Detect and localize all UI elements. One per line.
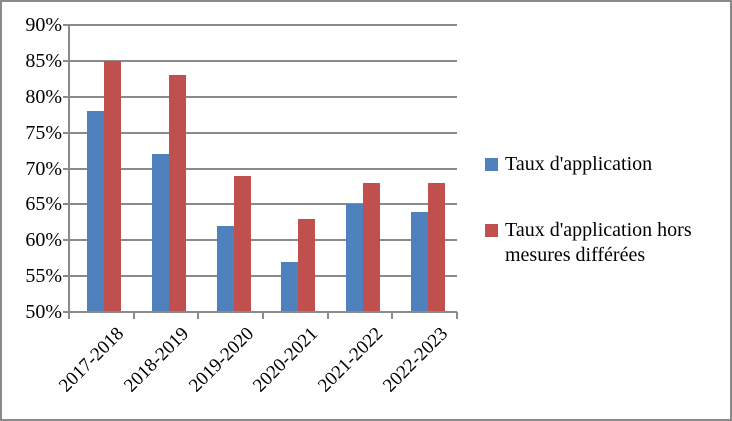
y-axis-label: 80% — [25, 86, 62, 108]
y-axis — [68, 24, 70, 313]
x-axis-tick — [197, 312, 199, 319]
y-axis-tick — [63, 239, 69, 241]
y-axis-tick — [63, 168, 69, 170]
y-axis-tick — [63, 96, 69, 98]
y-axis-tick — [63, 275, 69, 277]
x-axis-tick — [262, 312, 264, 319]
bar-taux-hors-mesures-2020-2021 — [298, 219, 315, 312]
bar-taux-application-2020-2021 — [281, 262, 298, 312]
legend-swatch-blue — [485, 158, 498, 171]
legend-swatch-red — [485, 224, 498, 237]
legend-label: Taux d'application — [505, 153, 653, 175]
y-axis-label: 75% — [25, 122, 62, 144]
y-axis-tick — [63, 60, 69, 62]
bar-taux-hors-mesures-2019-2020 — [234, 176, 251, 312]
legend-label: Taux d'application hors mesures différée… — [505, 219, 692, 266]
y-axis-label: 90% — [25, 14, 62, 36]
y-axis-tick — [63, 24, 69, 26]
x-axis-tick — [68, 312, 70, 319]
gridline — [69, 239, 457, 241]
gridline — [69, 60, 457, 62]
x-axis-tick — [133, 312, 135, 319]
gridline — [69, 275, 457, 277]
gridline — [69, 203, 457, 205]
bar-taux-hors-mesures-2017-2018 — [104, 61, 121, 312]
y-axis-label: 65% — [25, 193, 62, 215]
gridline — [69, 24, 457, 26]
bar-taux-application-2022-2023 — [411, 212, 428, 312]
y-axis-label: 70% — [25, 158, 62, 180]
y-axis-label: 85% — [25, 50, 62, 72]
legend-item-taux-application: Taux d'application — [485, 152, 727, 177]
x-axis-tick — [391, 312, 393, 319]
legend-item-taux-application-hors-mesures: Taux d'application hors mesures différée… — [485, 218, 727, 268]
x-axis-tick — [456, 312, 458, 319]
y-axis-tick — [63, 203, 69, 205]
legend: Taux d'application Taux d'application ho… — [485, 2, 730, 419]
gridline — [69, 132, 457, 134]
y-axis-label: 60% — [25, 229, 62, 251]
bar-taux-application-2021-2022 — [346, 204, 363, 312]
bar-taux-application-2019-2020 — [217, 226, 234, 312]
gridline — [69, 168, 457, 170]
bar-taux-hors-mesures-2018-2019 — [169, 75, 186, 312]
bar-taux-hors-mesures-2022-2023 — [428, 183, 445, 312]
bar-taux-application-2017-2018 — [87, 111, 104, 312]
y-axis-label: 50% — [25, 301, 62, 323]
bar-taux-hors-mesures-2021-2022 — [363, 183, 380, 312]
x-axis-tick — [327, 312, 329, 319]
y-axis-tick — [63, 132, 69, 134]
gridline — [69, 96, 457, 98]
y-axis-label: 55% — [25, 265, 62, 287]
x-axis — [63, 311, 457, 313]
bar-taux-application-2018-2019 — [152, 154, 169, 312]
